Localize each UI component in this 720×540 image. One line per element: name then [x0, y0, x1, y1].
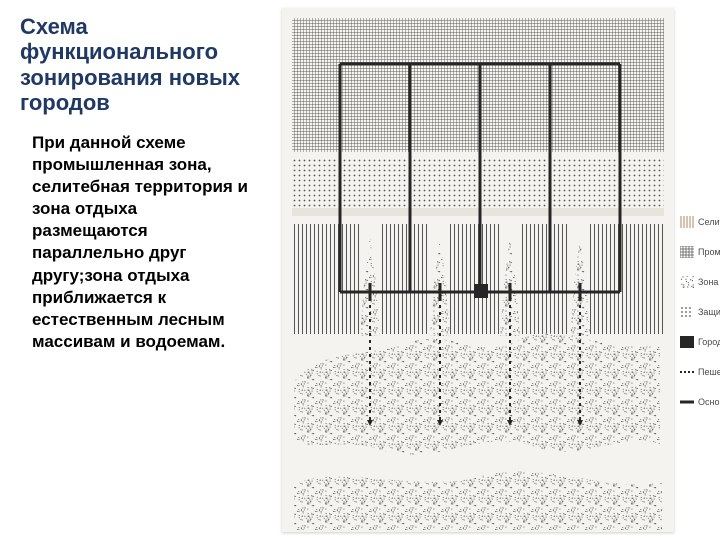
legend-label: Зона отдых: [698, 277, 720, 287]
legend-label: Селитебная: [698, 217, 720, 227]
zone-industrial: [292, 18, 664, 152]
legend: Селитебная Промышленн Зона отдых Защитная з…: [680, 216, 720, 426]
legend-swatch-icon: [680, 396, 694, 408]
zoning-diagram: [282, 8, 674, 532]
legend-swatch-icon: [680, 366, 694, 378]
legend-swatch-icon: [680, 246, 694, 258]
zone-recreation: [294, 334, 660, 455]
legend-swatch-icon: [680, 276, 694, 288]
legend-swatch-icon: [680, 216, 694, 228]
legend-item: Промышленн: [680, 246, 720, 258]
zone-buffer: [292, 158, 664, 208]
legend-item: Пешеходные: [680, 366, 720, 378]
legend-label: Городской ц: [698, 337, 720, 347]
zone-residential: [590, 224, 664, 334]
zone-residential: [380, 224, 430, 334]
legend-item: Зона отдых: [680, 276, 720, 288]
zone-residential: [520, 224, 570, 334]
legend-swatch-icon: [680, 336, 694, 348]
page-title: Схема функционального зонирования новых …: [20, 14, 260, 115]
zone-residential: [292, 224, 360, 334]
legend-swatch-icon: [680, 306, 694, 318]
legend-label: Пешеходные: [698, 367, 720, 377]
legend-item: Основные м: [680, 396, 720, 408]
description-paragraph: При данной схеме промышленная зона, сели…: [32, 132, 252, 353]
legend-item: Городской ц: [680, 336, 720, 348]
legend-item: Селитебная: [680, 216, 720, 228]
legend-label: Основные м: [698, 397, 720, 407]
legend-item: Защитная з: [680, 306, 720, 318]
legend-label: Промышленн: [698, 247, 720, 257]
city-center: [474, 284, 488, 298]
zone-recreation: [294, 472, 662, 530]
zone-residential: [450, 224, 500, 334]
legend-label: Защитная з: [698, 307, 720, 317]
zone-roadband: [292, 208, 664, 216]
